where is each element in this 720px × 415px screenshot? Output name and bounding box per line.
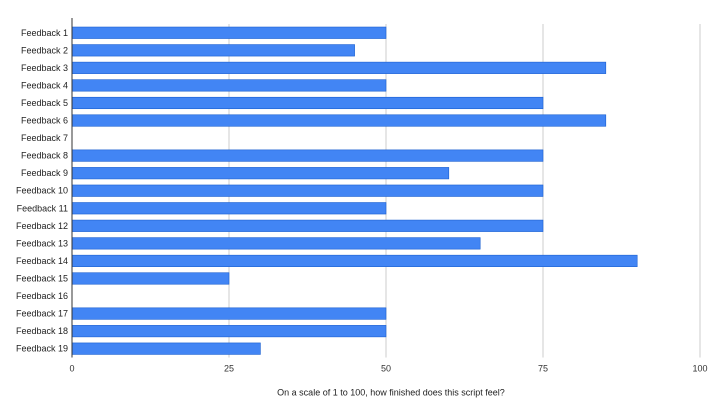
bar <box>71 272 230 285</box>
category-label: Feedback 3 <box>21 63 68 73</box>
x-axis-title: On a scale of 1 to 100, how finished doe… <box>277 387 505 397</box>
category-label: Feedback 10 <box>16 186 68 196</box>
bar <box>71 114 607 127</box>
bar <box>71 96 544 110</box>
category-label: Feedback 9 <box>21 168 68 178</box>
x-tick-label: 50 <box>381 363 391 373</box>
category-label: Feedback 2 <box>21 45 68 55</box>
bar <box>71 44 355 57</box>
category-label: Feedback 19 <box>16 344 68 354</box>
bar <box>71 184 544 197</box>
category-label: Feedback 17 <box>16 309 68 319</box>
bars <box>71 26 638 355</box>
category-label: Feedback 18 <box>16 326 68 336</box>
category-label: Feedback 1 <box>21 28 68 38</box>
bar <box>71 79 387 92</box>
bar <box>71 237 481 250</box>
category-label: Feedback 8 <box>21 151 68 161</box>
bar <box>71 307 387 320</box>
bar <box>71 26 387 39</box>
bar <box>71 61 607 74</box>
bar <box>71 342 261 355</box>
bar <box>71 325 387 338</box>
category-label: Feedback 13 <box>16 238 68 248</box>
x-tick-labels: 0 25 50 75 100 <box>69 363 707 373</box>
x-tick-label: 0 <box>69 363 74 373</box>
category-label: Feedback 6 <box>21 116 68 126</box>
bar <box>71 149 544 162</box>
category-label: Feedback 11 <box>17 203 68 213</box>
bar <box>71 167 450 180</box>
x-tick-label: 75 <box>538 363 548 373</box>
category-label: Feedback 12 <box>16 221 68 231</box>
bar <box>71 219 544 232</box>
category-label: Feedback 4 <box>21 80 68 90</box>
category-label: Feedback 5 <box>21 98 68 108</box>
bar <box>71 254 638 267</box>
x-tick-label: 25 <box>224 363 234 373</box>
x-tick-label: 100 <box>692 363 707 373</box>
category-label: Feedback 15 <box>16 273 68 283</box>
category-label: Feedback 7 <box>21 133 68 143</box>
category-labels: Feedback 1 Feedback 2 Feedback 3 Feedback 4… <box>16 28 68 354</box>
bar <box>71 202 387 215</box>
category-label: Feedback 16 <box>16 291 68 301</box>
category-label: Feedback 14 <box>16 256 68 266</box>
